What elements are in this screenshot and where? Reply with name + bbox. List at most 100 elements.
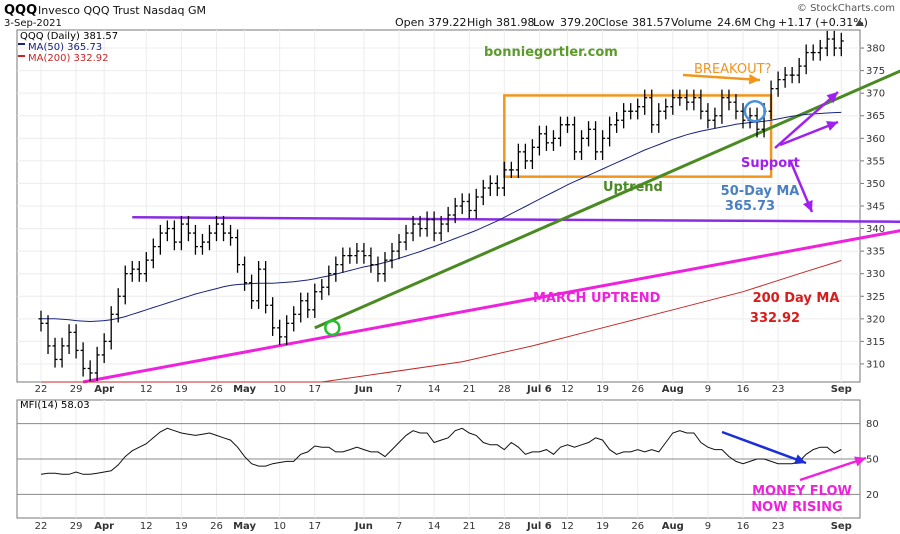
price-bar [171,220,177,251]
price-bar [298,292,304,323]
date-tick-label: 12 [140,521,153,532]
support-arrow-down-head [802,200,813,212]
price-bar [249,274,255,309]
date-tick-label: Apr [94,384,114,395]
price-bar [824,30,830,57]
price-bar [529,139,535,169]
mfi-rising-arrow-head [854,456,866,467]
date-tick-label: 16 [737,521,750,532]
price-bar [291,306,297,332]
ma50-annotation-value: 365.73 [725,199,775,214]
price-bar [143,252,149,282]
price-bar [705,103,711,129]
price-bar [382,252,388,282]
price-bar [684,89,690,111]
price-bar [199,233,205,255]
open-label: Open [395,16,424,29]
date-tick-label: 28 [498,521,511,532]
price-bar [775,71,781,97]
price-bar [403,224,409,251]
march-uptrend-label: MARCH UPTREND [533,291,661,306]
consolidation-box [503,94,773,178]
date-tick-label: Aug [662,384,684,395]
price-tick-label: 335 [866,247,885,258]
date-tick-label: 28 [498,384,511,395]
mfi-tick-label: 80 [866,419,879,430]
price-bar [501,161,507,197]
uptrend-label: Uptrend [603,180,663,195]
price-tick-label: 360 [866,134,885,145]
date-tick-label: Jun [354,521,373,532]
price-bar [417,215,423,237]
breakout-label: BREAKOUT? [694,62,771,77]
price-bar [73,324,79,359]
march-uptrend-line [82,229,900,384]
price-bar [789,67,795,84]
green-circle-marker [324,319,341,337]
price-bar [487,175,493,197]
price-bar [782,67,788,88]
price-axis: 310 315 320 325 330 335 340 345 350 355 360 365 370 3… [860,44,885,370]
chart-security-name: Invesco QQQ Trust Nasdaq GM [38,4,206,17]
price-bar [803,44,809,75]
price-bar [347,247,353,264]
price-bar [270,297,276,336]
mfi-falling-arrow [721,430,807,465]
uptrend-line [314,69,900,330]
price-bar [586,121,592,147]
close-label: Close [598,16,628,29]
price-bar [452,197,458,224]
watermark: © StockCharts.com [797,3,895,14]
price-bar [726,89,732,111]
price-bar [635,98,641,120]
price-bar [263,261,269,314]
price-bar [164,220,170,242]
date-tick-label: 17 [308,384,321,395]
price-tick-label: 370 [866,89,885,100]
support-arrow-up-shaft [774,91,839,149]
volume-value: 24.6M [717,16,751,29]
price-bar [354,243,360,264]
date-tick-label: Sep [831,521,852,532]
price-bar [649,89,655,133]
price-bar [663,98,669,120]
price-bar [438,215,444,242]
date-tick-label: 23 [772,521,785,532]
site-label: bonniegortler.com [484,45,618,60]
date-tick-label: Jul 6 [526,521,552,532]
mfi-tick-label: 50 [866,455,879,466]
date-tick-label: 29 [70,384,83,395]
price-bar [312,283,318,318]
price-bar [431,211,437,242]
mfi-axis: 20 50 80 [866,419,879,501]
date-axis-bottom: 22 29 Apr 12 19 26 May 10 17 Jun 7 14 21 28 Jul 6 12 19 2… [35,521,852,532]
price-bar [129,261,135,282]
price-bar [656,103,662,133]
low-label: Low [533,16,555,29]
date-tick-label: May [233,384,256,395]
price-bar [361,243,367,264]
mfi-rising-arrow-shaft [799,456,867,482]
price-bar [66,324,72,355]
money-flow-label-2: NOW RISING [751,500,842,515]
money-flow-label: MONEY FLOW [752,484,852,499]
price-tick-label: 345 [866,202,885,213]
date-tick-label: 22 [35,384,48,395]
date-tick-label: 12 [561,384,574,395]
legend-ma200-swatch [18,55,25,57]
price-bar [522,143,528,169]
price-bar [396,233,402,260]
date-tick-label: 14 [428,384,441,395]
breakout-arrow-shaft [682,73,761,82]
price-bar [508,161,514,179]
price-bar [480,179,486,206]
price-bar [206,224,212,251]
price-bar [677,89,683,106]
price-bar [691,89,697,111]
date-tick-label: 19 [596,521,609,532]
price-bar [333,256,339,282]
chart-symbol: QQQ [4,3,37,18]
date-tick-label: Sep [831,384,852,395]
price-bar [38,310,44,332]
